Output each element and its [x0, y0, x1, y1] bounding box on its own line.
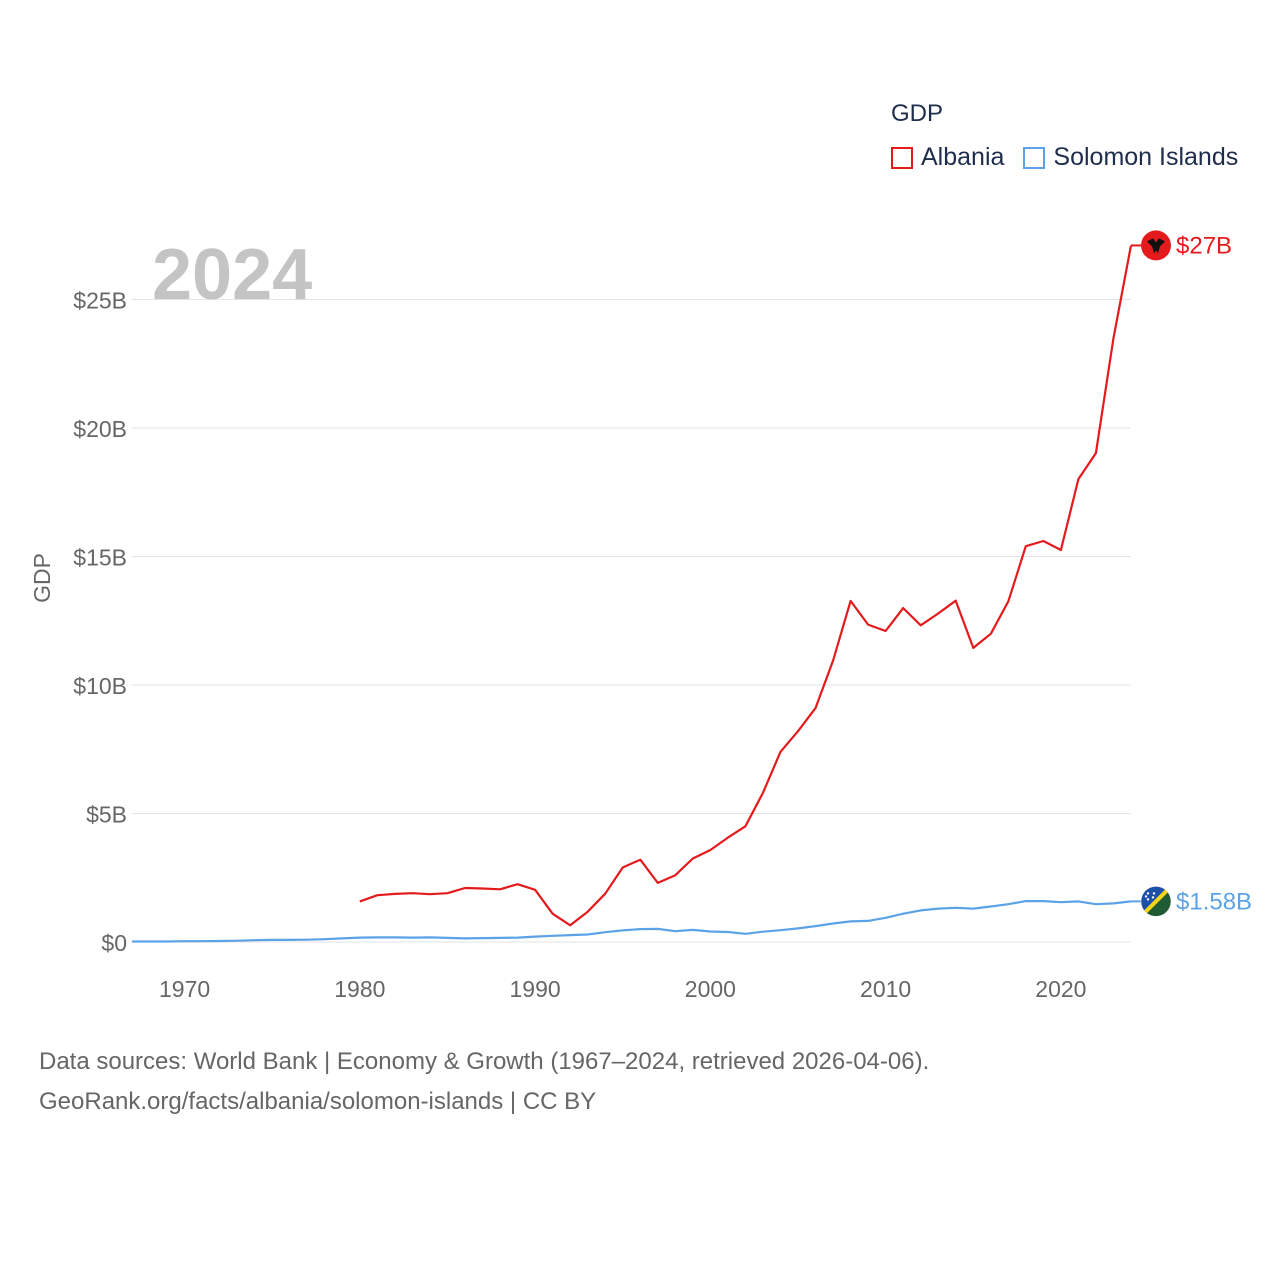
star-icon: [1144, 895, 1148, 898]
x-tick-label: 1970: [159, 976, 210, 1002]
solomon-flag-body: [1141, 886, 1171, 917]
y-tick-label: $5B: [86, 801, 127, 827]
footer-sources: Data sources: World Bank | Economy & Gro…: [39, 1048, 930, 1075]
star-icon: [1146, 898, 1150, 901]
end-value-label-solomon-islands: $1.58B: [1176, 888, 1252, 915]
footer-attribution: GeoRank.org/facts/albania/solomon-island…: [39, 1088, 597, 1115]
flag-outline: [1140, 886, 1172, 917]
star-icon: [1146, 892, 1150, 895]
end-value-label-albania: $27B: [1176, 232, 1232, 259]
legend-swatch-solomon-islands: [1023, 146, 1046, 169]
legend-item-solomon-islands[interactable]: Solomon Islands: [1023, 143, 1238, 172]
y-axis-ticks: $0 $5B $10B $15B $20B $25B: [73, 287, 127, 956]
y-tick-label: $20B: [73, 416, 127, 442]
y-tick-label: $15B: [73, 544, 127, 570]
solomon-islands-flag-icon: [1140, 886, 1172, 917]
x-tick-label: 2010: [860, 976, 911, 1002]
legend-swatch-albania: [891, 146, 913, 169]
year-watermark: 2024: [152, 235, 312, 315]
series-lines: [132, 245, 1133, 943]
eagle-icon: [1147, 238, 1165, 254]
grid-lines: [132, 298, 1131, 943]
legend: Albania Solomon Islands: [891, 143, 1257, 172]
legend-item-albania[interactable]: Albania: [891, 143, 1004, 172]
star-icon: [1151, 896, 1155, 899]
x-tick-label: 1990: [510, 976, 561, 1002]
legend-label-albania: Albania: [921, 143, 1005, 171]
legend-title: GDP: [891, 100, 944, 127]
x-tick-label: 2000: [685, 976, 736, 1002]
x-tick-label: 2020: [1035, 976, 1086, 1002]
series-end-markers: $27B $1.58B: [1131, 230, 1252, 917]
y-tick-label: $0: [101, 930, 127, 956]
y-tick-label: $10B: [73, 673, 127, 699]
y-tick-label: $25B: [73, 287, 127, 313]
series-line-solomon-islands: [132, 899, 1132, 943]
x-tick-label: 1980: [334, 976, 385, 1002]
series-line-albania: [359, 245, 1133, 927]
star-icon: [1152, 892, 1156, 895]
albania-flag-icon: [1141, 230, 1171, 261]
x-axis-ticks: 1970 1980 1990 2000 2010 2020: [159, 976, 1086, 1002]
y-axis-label: GDP: [29, 553, 55, 603]
legend-label-solomon-islands: Solomon Islands: [1053, 143, 1239, 171]
footer: Data sources: World Bank | Economy & Gro…: [39, 1042, 929, 1122]
